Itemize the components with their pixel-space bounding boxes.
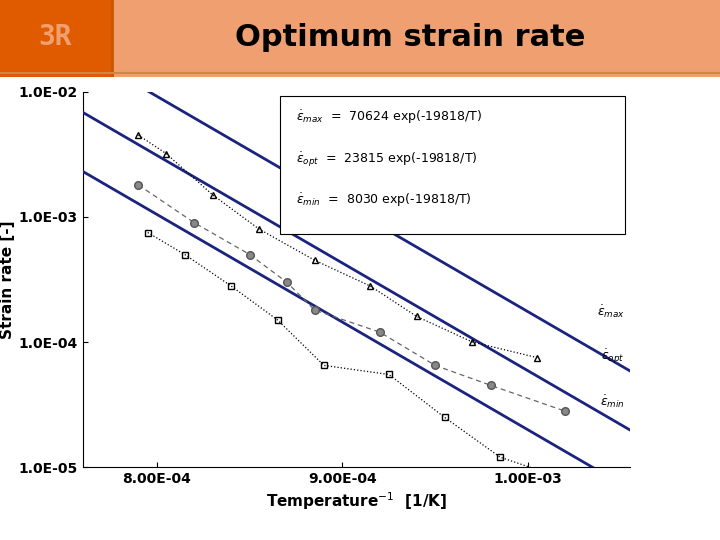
Text: $\dot{\varepsilon}_{max}$  =  70624 exp(-19818/T): $\dot{\varepsilon}_{max}$ = 70624 exp(-1…	[296, 109, 482, 126]
Text: $\dot{\varepsilon}_{max}$: $\dot{\varepsilon}_{max}$	[596, 303, 624, 320]
Text: Optimum strain rate: Optimum strain rate	[235, 23, 585, 51]
Bar	[0, 0, 112, 77]
Text: 3R: 3R	[39, 23, 72, 51]
Text: $\dot{\varepsilon}_{min}$  =  8030 exp(-19818/T): $\dot{\varepsilon}_{min}$ = 8030 exp(-19…	[296, 191, 472, 209]
Text: $\dot{\varepsilon}_{min}$: $\dot{\varepsilon}_{min}$	[600, 393, 624, 410]
Text: July 09-11, 2013: July 09-11, 2013	[320, 511, 472, 530]
Text: $\dot{\varepsilon}_{opt}$  =  23815 exp(-19818/T): $\dot{\varepsilon}_{opt}$ = 23815 exp(-1…	[296, 150, 477, 168]
Text: 16: 16	[679, 511, 703, 530]
Text: $\dot{\varepsilon}_{opt}$: $\dot{\varepsilon}_{opt}$	[601, 347, 624, 366]
Text: Tarusa: Tarusa	[207, 511, 269, 530]
Bar	[112, 0, 720, 77]
X-axis label: Temperature$^{-1}$  [1/K]: Temperature$^{-1}$ [1/K]	[266, 490, 447, 512]
Y-axis label: Strain rate [-]: Strain rate [-]	[0, 220, 14, 339]
